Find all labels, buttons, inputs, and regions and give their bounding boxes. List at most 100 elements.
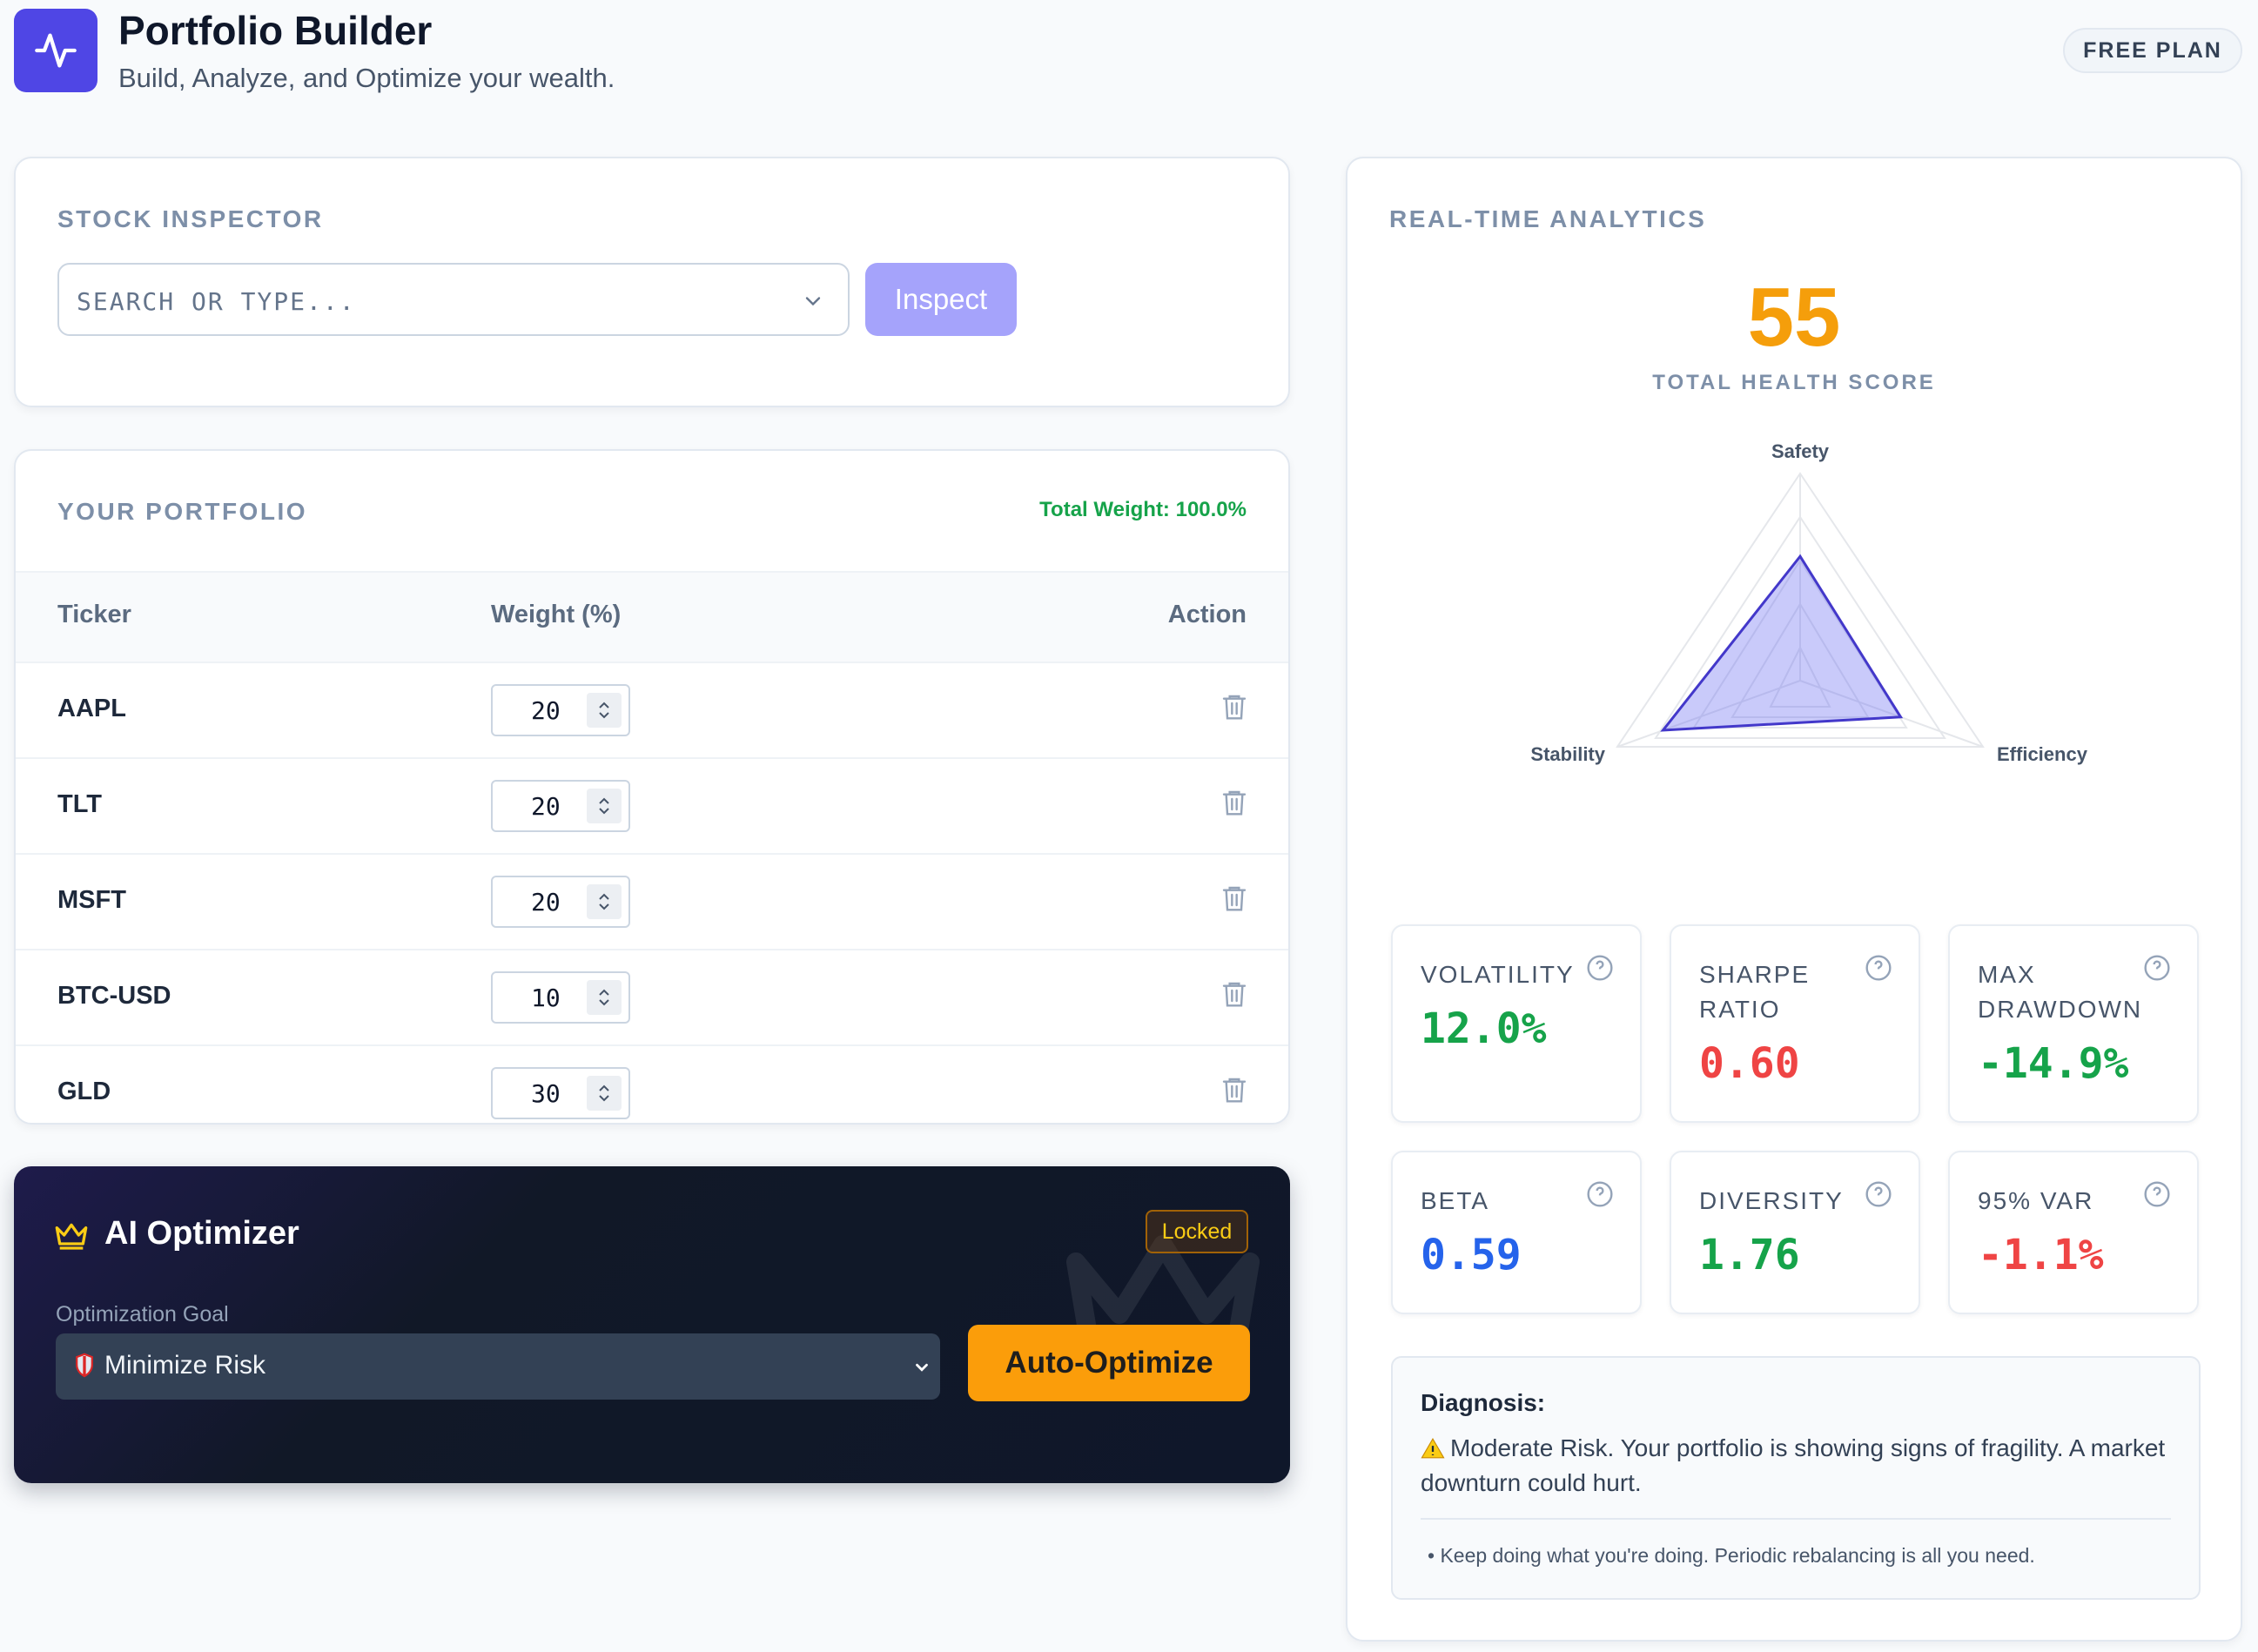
app-subtitle: Build, Analyze, and Optimize your wealth… — [118, 63, 615, 93]
inspect-button[interactable]: Inspect — [865, 263, 1017, 336]
metric-value: 0.60 — [1699, 1039, 1800, 1088]
activity-pulse-icon — [35, 33, 77, 68]
health-score-label: TOTAL HEALTH SCORE — [1652, 371, 1936, 394]
metric-card-max-drawdown: MAX DRAWDOWN -14.9% — [1948, 924, 2199, 1123]
metric-label: SHARPE RATIO — [1699, 961, 1811, 1023]
help-circle-icon[interactable] — [2143, 1180, 2171, 1208]
help-circle-icon[interactable] — [1586, 954, 1614, 982]
health-radar-chart: Safety Efficiency Stability — [1530, 440, 2088, 765]
radar-data-area — [1660, 554, 1904, 732]
ticker-cell: AAPL — [57, 695, 126, 722]
stock-search-combobox[interactable] — [57, 263, 850, 336]
metric-label: DIVERSITY — [1699, 1187, 1844, 1214]
metric-value: -14.9% — [1978, 1039, 2129, 1088]
diagnosis-tip-text: Keep doing what you're doing. Periodic r… — [1440, 1544, 2035, 1567]
stepper-arrows-icon — [599, 702, 609, 719]
weight-input[interactable]: 10 — [491, 971, 630, 1024]
portfolio-table-header: Ticker Weight (%) Action — [16, 571, 1288, 661]
portfolio-title: YOUR PORTFOLIO — [57, 498, 307, 525]
radar-grid-ring — [1730, 602, 1870, 718]
weight-stepper[interactable] — [587, 1076, 622, 1111]
table-row: BTC-USD 10 — [16, 949, 1288, 1044]
diagnosis-panel: Diagnosis: Moderate Risk. Your portfolio… — [1391, 1356, 2201, 1600]
bullet-icon: • — [1428, 1544, 1441, 1567]
app-logo — [14, 9, 97, 92]
metric-card-sharpe-ratio: SHARPE RATIO 0.60 — [1670, 924, 1920, 1123]
ticker-cell: GLD — [57, 1078, 111, 1105]
weight-input[interactable]: 20 — [491, 684, 630, 736]
optimization-goal-label: Optimization Goal — [56, 1302, 229, 1326]
metric-card-var: 95% VAR -1.1% — [1948, 1151, 2199, 1314]
divider — [1421, 1518, 2171, 1520]
diagnosis-tip: • Keep doing what you're doing. Periodic… — [1428, 1544, 2035, 1568]
trash-icon[interactable] — [1220, 787, 1248, 818]
weight-input[interactable]: 20 — [491, 876, 630, 928]
help-circle-icon[interactable] — [1865, 1180, 1892, 1208]
weight-stepper[interactable] — [587, 980, 622, 1015]
stepper-arrows-icon — [599, 893, 609, 910]
radar-grid-ring — [1616, 472, 1985, 748]
column-header-ticker: Ticker — [57, 601, 131, 628]
health-score-value: 55 — [1747, 271, 1841, 364]
chevron-down-icon — [916, 1363, 928, 1372]
plan-badge[interactable]: FREE PLAN — [2063, 28, 2242, 73]
help-circle-icon[interactable] — [1586, 1180, 1614, 1208]
crown-icon — [55, 1223, 88, 1250]
portfolio-card: YOUR PORTFOLIO Total Weight: 100.0% Tick… — [14, 449, 1290, 1125]
metric-label: 95% VAR — [1978, 1187, 2094, 1214]
trash-icon[interactable] — [1220, 883, 1248, 914]
weight-input[interactable]: 30 — [491, 1067, 630, 1119]
weight-stepper[interactable] — [587, 693, 622, 728]
radar-grid-ring — [1654, 515, 1946, 739]
total-weight-indicator: Total Weight: 100.0% — [1039, 498, 1247, 521]
ticker-cell: MSFT — [57, 886, 126, 914]
locked-badge: Locked — [1146, 1210, 1248, 1253]
radar-axis-line — [1799, 680, 1984, 748]
metric-label: BETA — [1421, 1187, 1490, 1214]
radar-axis-line — [1616, 680, 1801, 748]
diagnosis-text: Moderate Risk. Your portfolio is showing… — [1421, 1434, 2166, 1496]
column-header-weight: Weight (%) — [491, 601, 622, 628]
trash-icon[interactable] — [1220, 978, 1248, 1010]
shield-icon — [76, 1353, 93, 1378]
help-circle-icon[interactable] — [1865, 954, 1892, 982]
radar-grid — [1616, 472, 1985, 748]
weight-stepper[interactable] — [587, 789, 622, 823]
weight-value: 30 — [531, 1079, 561, 1108]
table-row: MSFT 20 — [16, 853, 1288, 949]
weight-value: 20 — [531, 888, 561, 917]
metric-value: 0.59 — [1421, 1231, 1522, 1279]
table-row: TLT 20 — [16, 757, 1288, 853]
metric-card-diversity: DIVERSITY 1.76 — [1670, 1151, 1920, 1314]
radar-axis-label-efficiency: Efficiency — [1997, 743, 2088, 765]
ticker-cell: TLT — [57, 790, 102, 818]
ai-optimizer-panel: AI Optimizer Locked Optimization Goal Mi… — [14, 1166, 1290, 1483]
help-circle-icon[interactable] — [2143, 954, 2171, 982]
weight-stepper[interactable] — [587, 884, 622, 919]
weight-input[interactable]: 20 — [491, 780, 630, 832]
column-header-action: Action — [1167, 601, 1247, 628]
stock-inspector-title: STOCK INSPECTOR — [57, 205, 324, 232]
stock-search-input[interactable] — [77, 282, 773, 320]
metric-card-beta: BETA 0.59 — [1391, 1151, 1642, 1314]
diagnosis-text-row: Moderate Risk. Your portfolio is showing… — [1421, 1431, 2169, 1501]
ticker-cell: BTC-USD — [57, 982, 171, 1010]
metric-card-volatility: VOLATILITY 12.0% — [1391, 924, 1642, 1123]
app-title: Portfolio Builder — [118, 8, 433, 53]
stepper-arrows-icon — [599, 797, 609, 815]
chevron-down-icon[interactable] — [801, 289, 825, 313]
weight-value: 10 — [531, 984, 561, 1012]
metric-value: -1.1% — [1978, 1231, 2104, 1279]
trash-icon[interactable] — [1220, 1074, 1248, 1105]
optimization-goal-value: Minimize Risk — [104, 1351, 266, 1380]
stock-inspector-card: STOCK INSPECTOR Inspect — [14, 157, 1290, 407]
optimization-goal-select[interactable]: Minimize Risk — [56, 1333, 940, 1400]
auto-optimize-button[interactable]: Auto-Optimize — [968, 1325, 1250, 1401]
stepper-arrows-icon — [599, 1085, 609, 1102]
warning-icon — [1421, 1438, 1445, 1459]
analytics-title: REAL-TIME ANALYTICS — [1389, 205, 1707, 232]
table-row: GLD 30 — [16, 1044, 1288, 1123]
stepper-arrows-icon — [599, 989, 609, 1006]
trash-icon[interactable] — [1220, 691, 1248, 722]
ai-optimizer-title: AI Optimizer — [104, 1215, 299, 1252]
